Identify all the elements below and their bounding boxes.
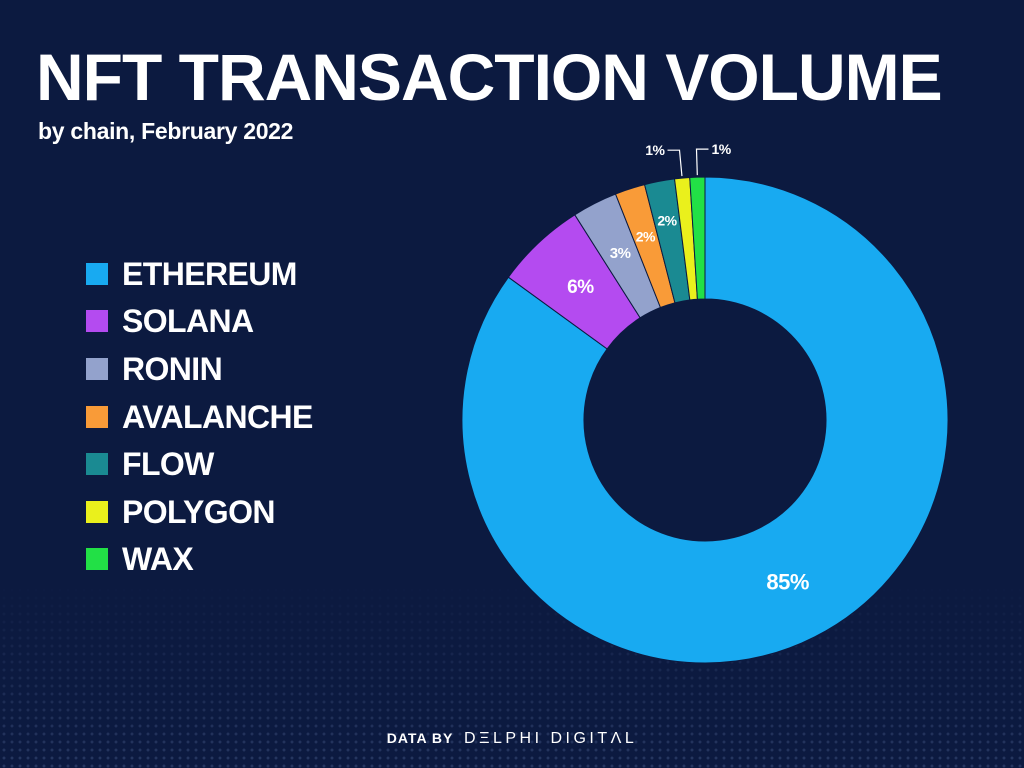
legend-label-ethereum: ETHEREUM xyxy=(122,255,297,292)
delphi-digital-logo: DΞLPHI DIGITΛL xyxy=(464,730,638,747)
data-label-solana: 6% xyxy=(567,277,594,298)
legend-item: POLYGON xyxy=(86,488,313,536)
chart-subtitle: by chain, February 2022 xyxy=(38,118,294,144)
slice-wax xyxy=(689,176,706,300)
legend-item: FLOW xyxy=(86,440,313,488)
legend-label-polygon: POLYGON xyxy=(122,493,275,530)
legend-label-flow: FLOW xyxy=(122,446,214,483)
leader-line-polygon xyxy=(667,149,683,177)
data-source-credit: DATA BY DΞLPHI DIGITΛL xyxy=(0,730,1024,748)
legend-swatch-avalanche xyxy=(86,405,108,428)
data-label-ethereum: 85% xyxy=(766,570,809,595)
legend-item: AVALANCHE xyxy=(86,393,313,441)
legend-swatch-flow xyxy=(86,453,108,476)
data-label-wax: 1% xyxy=(711,141,731,157)
data-label-ronin: 3% xyxy=(610,245,631,262)
data-label-polygon: 1% xyxy=(645,142,665,158)
legend-item: RONIN xyxy=(86,345,313,393)
data-source-prefix: DATA BY xyxy=(386,730,454,746)
leader-line-wax xyxy=(695,148,709,176)
legend-swatch-solana xyxy=(86,310,108,333)
legend-label-solana: SOLANA xyxy=(122,303,254,340)
legend-label-avalanche: AVALANCHE xyxy=(122,398,313,435)
legend-item: ETHEREUM xyxy=(86,250,313,298)
legend-swatch-ethereum xyxy=(86,262,108,285)
legend-swatch-wax xyxy=(86,548,108,571)
legend-swatch-ronin xyxy=(86,357,108,380)
data-label-flow: 2% xyxy=(657,213,677,229)
chart-title: NFT TRANSACTION VOLUME xyxy=(36,40,943,114)
data-label-avalanche: 2% xyxy=(636,228,656,244)
legend-swatch-polygon xyxy=(86,500,108,523)
chart-legend: ETHEREUM SOLANA RONIN AVALANCHE FLOW POL… xyxy=(86,250,313,583)
legend-item: SOLANA xyxy=(86,298,313,346)
legend-item: WAX xyxy=(86,536,313,584)
legend-label-wax: WAX xyxy=(122,541,194,578)
legend-label-ronin: RONIN xyxy=(122,350,223,387)
slice-ethereum xyxy=(461,176,949,664)
